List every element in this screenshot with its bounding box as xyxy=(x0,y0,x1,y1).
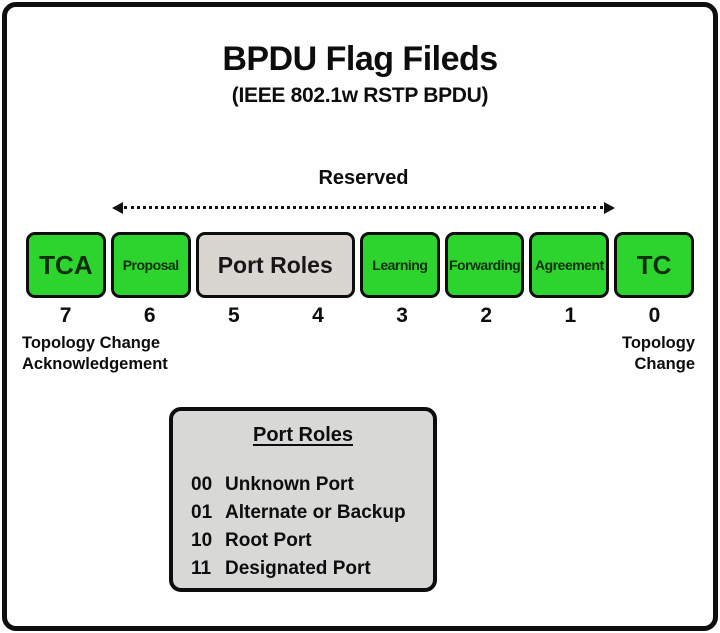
legend-label: Unknown Port xyxy=(225,474,354,495)
field-agreement: Agreement xyxy=(529,232,610,298)
legend-row: 10 Root Port xyxy=(191,527,433,555)
legend-label: Root Port xyxy=(225,530,312,551)
arrowhead-right-icon xyxy=(604,201,615,214)
bit-number-1: 1 xyxy=(564,304,577,327)
field-tc: TC xyxy=(614,232,695,298)
legend-rows: 00 Unknown Port 01 Alternate or Backup 10 R… xyxy=(173,471,433,583)
legend-title: Port Roles xyxy=(252,424,354,446)
field-forwarding: Forwarding xyxy=(444,232,525,298)
bit-number-0: 0 xyxy=(648,304,661,327)
legend-label: Designated Port xyxy=(225,558,371,579)
legend-code: 10 xyxy=(191,530,213,551)
legend-label: Alternate or Backup xyxy=(225,502,406,523)
page-title: BPDU Flag Fileds xyxy=(222,40,498,78)
dotted-line xyxy=(124,206,603,209)
port-roles-legend: Port Roles 00 Unknown Port 01 Alternate or… xyxy=(169,407,437,592)
field-port-roles: Port Roles xyxy=(195,232,355,298)
note-line: Change xyxy=(634,355,695,373)
arrowhead-left-icon xyxy=(112,201,123,214)
bit-number-5: 5 xyxy=(227,304,240,327)
bit-number-3: 3 xyxy=(396,304,408,327)
reserved-span-arrow xyxy=(112,201,615,214)
legend-row: 11 Designated Port xyxy=(191,555,433,583)
bit-number-6: 6 xyxy=(143,304,156,327)
flag-fields-row: TCA Proposal Port Roles Learning Forward… xyxy=(26,232,695,298)
bit-numbers-row: 7 6 5 4 3 2 1 0 xyxy=(26,304,694,328)
bit-number-7: 7 xyxy=(59,304,72,327)
legend-row: 01 Alternate or Backup xyxy=(191,499,433,527)
reserved-label: Reserved xyxy=(318,167,409,189)
note-line: Topology xyxy=(621,334,695,352)
topology-change-note: Topology Change xyxy=(622,333,695,375)
legend-code: 11 xyxy=(191,558,212,579)
note-line: Topology Change xyxy=(22,334,161,352)
bit-number-2: 2 xyxy=(480,304,493,327)
note-line: Acknowledgement xyxy=(22,355,168,373)
legend-code: 01 xyxy=(191,502,213,523)
topology-change-ack-note: Topology Change Acknowledgement xyxy=(22,333,168,375)
field-tca: TCA xyxy=(26,232,106,298)
legend-code: 00 xyxy=(191,474,213,495)
bit-number-4: 4 xyxy=(312,304,324,327)
field-proposal: Proposal xyxy=(110,232,191,298)
page-subtitle: (IEEE 802.1w RSTP BPDU) xyxy=(231,84,489,107)
field-learning: Learning xyxy=(359,232,440,298)
legend-row: 00 Unknown Port xyxy=(191,471,433,499)
